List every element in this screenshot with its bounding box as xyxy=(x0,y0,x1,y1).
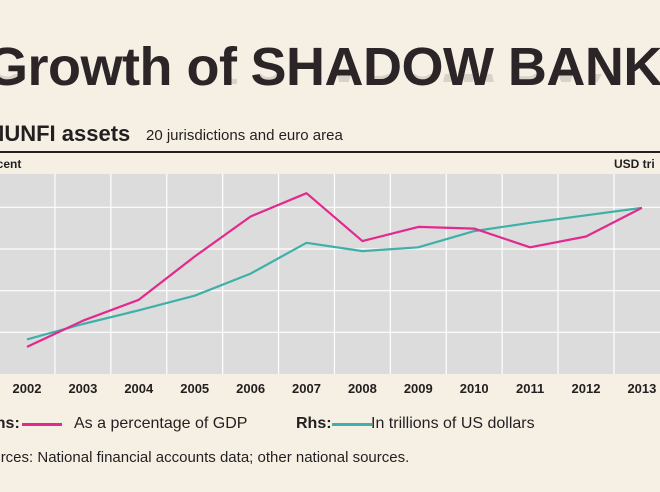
chart-subtitle-note: 20 jurisdictions and euro area xyxy=(146,127,343,144)
source-note: Sources: National financial accounts dat… xyxy=(0,449,410,466)
x-tick-label: 2011 xyxy=(516,381,544,396)
header-divider xyxy=(0,151,660,153)
series-layer xyxy=(26,192,643,348)
legend-lhs-swatch xyxy=(22,423,62,426)
x-tick-label: 2006 xyxy=(236,381,265,396)
right-axis-unit-label: USD tri xyxy=(614,157,655,171)
legend-rhs-prefix: Rhs: xyxy=(296,415,332,432)
chart-title-part1: Growth of xyxy=(0,37,237,97)
chart-subtitle: MUNFI assets xyxy=(0,121,131,146)
series-line-pct-gdp xyxy=(26,192,643,348)
x-tick-label: 2009 xyxy=(404,381,433,396)
x-tick-label: 2003 xyxy=(68,381,97,396)
legend-rhs-swatch xyxy=(332,423,372,426)
legend: Lhs: As a percentage of GDP Rhs: In tril… xyxy=(0,410,660,440)
x-axis-tick-labels: 2002 2003 2004 2005 2006 2007 2008 2009 2010 2011… xyxy=(13,381,657,396)
series-line-usd-trillions xyxy=(26,206,643,341)
legend-lhs-prefix: Lhs: xyxy=(0,415,20,432)
plot-area xyxy=(0,174,660,374)
chart-title-part2: SHADOW BANKING xyxy=(250,37,660,97)
x-tick-label: 2004 xyxy=(124,381,154,396)
x-tick-label: 2008 xyxy=(348,381,377,396)
legend-lhs-label: As a percentage of GDP xyxy=(74,415,248,432)
x-tick-label: 2005 xyxy=(180,381,209,396)
line-chart: 2002 2003 2004 2005 2006 2007 2008 2009 2010 2011… xyxy=(0,174,660,396)
legend-rhs-label: In trillions of US dollars xyxy=(371,415,535,432)
x-tick-label: 2010 xyxy=(460,381,489,396)
x-tick-label: 2002 xyxy=(13,381,42,396)
left-axis-unit-label: Per cent xyxy=(0,157,22,171)
x-tick-label: 2007 xyxy=(292,381,321,396)
horizontal-gridlines xyxy=(0,206,660,333)
subtitle-row: MUNFI assets 20 jurisdictions and euro a… xyxy=(0,118,660,148)
x-tick-label: 2013 xyxy=(627,381,656,396)
x-tick-label: 2012 xyxy=(572,381,601,396)
